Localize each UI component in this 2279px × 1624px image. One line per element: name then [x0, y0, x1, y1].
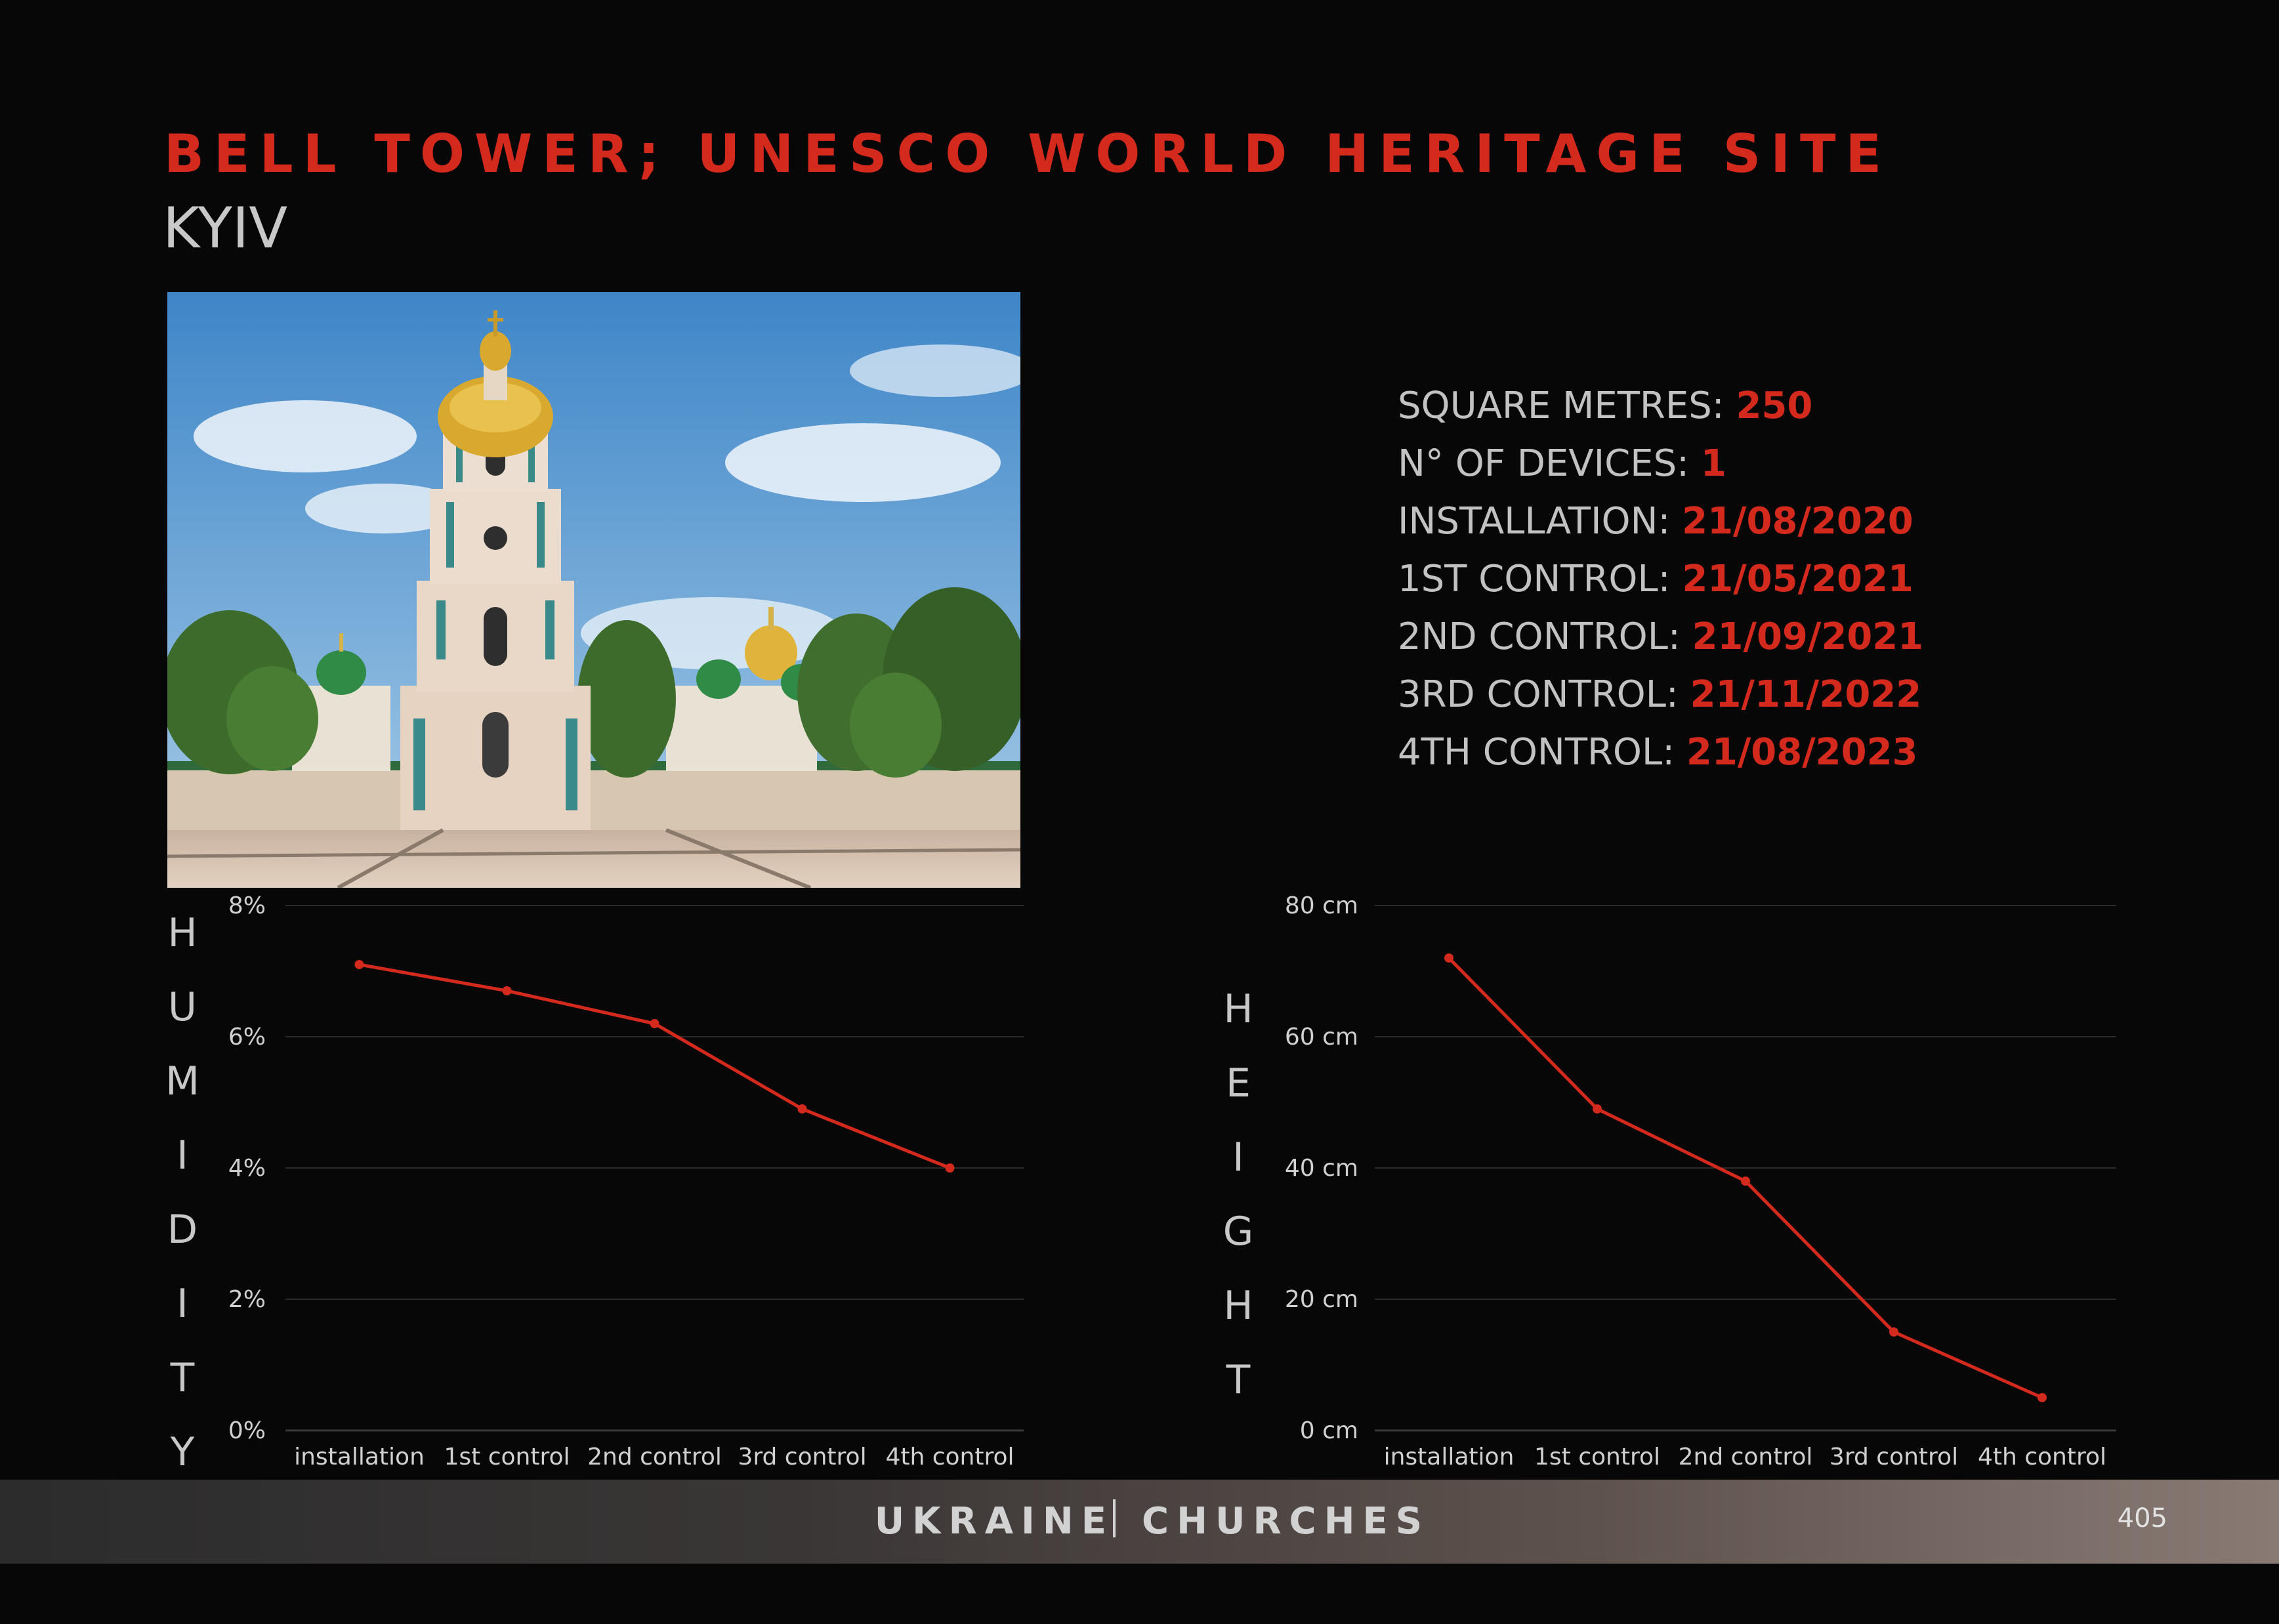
x-tick-label: 3rd control [1829, 1444, 1958, 1470]
x-tick-label: 2nd control [1679, 1444, 1813, 1470]
x-tick-label: 4th control [885, 1444, 1014, 1470]
stat-label: INSTALLATION: [1398, 500, 1683, 543]
stat-label: 4TH CONTROL: [1398, 731, 1686, 774]
humidity-chart: 0% 2% 4% 6% 8% installation 1st control 2nd con… [157, 886, 1030, 1475]
vertical-axis-letter: M [165, 1058, 199, 1104]
y-tick-label: 0 cm [1300, 1417, 1358, 1444]
x-tick-label: installation [294, 1444, 425, 1470]
stat-label: N° OF DEVICES: [1398, 442, 1701, 485]
height-chart: 0 cm 20 cm 40 cm 60 cm 80 cm installation 1st … [1207, 886, 2126, 1470]
footer-country: UKRAINE [874, 1500, 1114, 1543]
data-point [354, 960, 364, 969]
stat-value: 21/05/2021 [1682, 558, 1913, 600]
y-tick-label: 40 cm [1285, 1155, 1358, 1182]
vertical-axis-letter: E [1226, 1060, 1251, 1106]
vertical-axis-letter: I [177, 1281, 188, 1327]
data-point [502, 986, 512, 995]
vertical-axis-letter: T [170, 1355, 195, 1401]
stat-value: 21/08/2023 [1686, 731, 1918, 774]
x-tick-label: 4th control [1978, 1444, 2106, 1470]
stat-1st-control: 1ST CONTROL: 21/05/2021 [1398, 551, 2185, 608]
y-tick-label: 80 cm [1285, 892, 1358, 919]
x-tick-label: installation [1384, 1444, 1515, 1470]
stat-label: 2ND CONTROL: [1398, 615, 1692, 658]
stat-value: 1 [1700, 442, 1726, 485]
vertical-axis-letter: D [167, 1207, 198, 1253]
data-point [650, 1019, 659, 1028]
y-tick-label: 6% [228, 1024, 266, 1051]
page-title: BELL TOWER; UNESCO WORLD HERITAGE SITE [164, 123, 1892, 184]
stat-devices: N° OF DEVICES: 1 [1398, 435, 2185, 493]
y-tick-label: 4% [228, 1155, 266, 1182]
data-point [1444, 953, 1453, 963]
x-tick-label: 1st control [1534, 1444, 1660, 1470]
stat-square-metres: SQUARE METRES: 250 [1398, 377, 2185, 435]
stat-value: 21/09/2021 [1692, 615, 1924, 658]
data-point [1889, 1327, 1898, 1337]
stat-value: 250 [1736, 385, 1813, 427]
footer-category: CHURCHES [1142, 1500, 1431, 1543]
x-tick-label: 3rd control [738, 1444, 866, 1470]
vertical-axis-letter: Y [170, 1429, 195, 1475]
stat-4th-control: 4TH CONTROL: 21/08/2023 [1398, 724, 2185, 781]
y-tick-label: 0% [228, 1417, 266, 1444]
vertical-axis-letter: H [1223, 986, 1253, 1032]
data-point [1593, 1104, 1602, 1114]
vertical-axis-letter: G [1223, 1209, 1254, 1255]
stat-3rd-control: 3RD CONTROL: 21/11/2022 [1398, 666, 2185, 724]
stat-value: 21/11/2022 [1690, 673, 1922, 716]
footer-bar: UKRAINE CHURCHES 405 [0, 1480, 2279, 1564]
page-subtitle: KYIV [163, 196, 288, 261]
stat-label: 1ST CONTROL: [1398, 558, 1683, 600]
y-tick-label: 20 cm [1285, 1286, 1358, 1313]
vertical-axis-letter: U [168, 984, 197, 1030]
data-point [797, 1104, 807, 1114]
footer-divider [1113, 1499, 1116, 1537]
data-point [945, 1163, 955, 1173]
vertical-axis-letter: T [1226, 1357, 1251, 1403]
stat-label: 3RD CONTROL: [1398, 673, 1690, 716]
bell-tower-photo [167, 292, 1020, 888]
y-tick-label: 2% [228, 1286, 266, 1313]
data-point [2038, 1393, 2047, 1402]
vertical-axis-letter: I [1232, 1135, 1244, 1180]
vertical-axis-letter: I [177, 1133, 188, 1178]
y-tick-label: 8% [228, 892, 266, 919]
x-tick-label: 1st control [444, 1444, 570, 1470]
vertical-axis-letter: H [1223, 1283, 1253, 1329]
data-point [1741, 1176, 1750, 1186]
stat-2nd-control: 2ND CONTROL: 21/09/2021 [1398, 608, 2185, 666]
page-number: 405 [2117, 1503, 2167, 1533]
stat-value: 21/08/2020 [1682, 500, 1913, 543]
stats-list: SQUARE METRES: 250 N° OF DEVICES: 1 INST… [1398, 377, 2185, 781]
stat-installation: INSTALLATION: 21/08/2020 [1398, 493, 2185, 551]
y-tick-label: 60 cm [1285, 1024, 1358, 1051]
x-tick-label: 2nd control [587, 1444, 722, 1470]
vertical-axis-letter: H [167, 910, 197, 956]
series-line [359, 963, 951, 1170]
stat-label: SQUARE METRES: [1398, 385, 1736, 427]
